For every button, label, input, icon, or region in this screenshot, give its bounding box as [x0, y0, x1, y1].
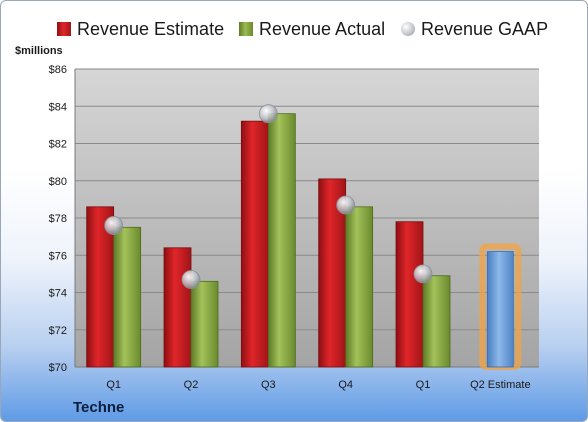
- marker-revenue-gaap: [336, 195, 356, 215]
- marker-revenue-gaap: [413, 264, 433, 284]
- x-tick-label: Q1: [106, 379, 121, 391]
- bar-revenue-estimate: [240, 120, 269, 368]
- y-tick-label: $80: [49, 176, 67, 188]
- x-tick-label: Q3: [261, 379, 276, 391]
- x-tick-label: Q2 Estimate: [470, 379, 531, 391]
- y-tick-label: $82: [49, 139, 67, 151]
- marker-revenue-gaap: [258, 104, 278, 124]
- legend-label-actual: Revenue Actual: [259, 18, 386, 39]
- marker-revenue-gaap: [104, 216, 124, 235]
- y-axis-unit-label: $millions: [15, 45, 63, 57]
- bar-revenue-estimate: [163, 247, 192, 368]
- legend-item-revenue-actual: Revenue Actual: [239, 15, 385, 43]
- x-tick-label: Q4: [338, 379, 353, 391]
- legend-swatch-estimate: [57, 22, 71, 36]
- company-name: Techne: [73, 399, 125, 416]
- y-tick-label: $78: [49, 213, 67, 225]
- y-tick-label: $74: [49, 288, 67, 300]
- bar-revenue-actual: [190, 280, 219, 368]
- y-tick-label: $76: [49, 250, 67, 262]
- chart-legend: Revenue Estimate Revenue Actual Revenue …: [1, 15, 587, 43]
- legend-label-gaap: Revenue GAAP: [421, 18, 549, 39]
- bar-revenue-actual: [267, 113, 296, 368]
- legend-item-revenue-gaap: Revenue GAAP: [401, 15, 548, 43]
- legend-swatch-actual: [239, 22, 253, 36]
- bar-revenue-estimate: [395, 221, 424, 368]
- legend-item-revenue-estimate: Revenue Estimate: [57, 15, 224, 43]
- legend-swatch-gaap: [401, 22, 415, 36]
- bar-q2-estimate: [486, 251, 514, 368]
- legend-label-estimate: Revenue Estimate: [77, 18, 225, 39]
- y-tick-label: $84: [49, 101, 67, 113]
- bar-revenue-estimate: [86, 206, 115, 368]
- y-tick-label: $70: [49, 362, 67, 374]
- x-tick-label: Q2: [184, 379, 199, 391]
- y-tick-label: $72: [49, 325, 67, 337]
- bar-revenue-actual: [113, 226, 142, 368]
- bar-revenue-actual: [345, 206, 374, 368]
- y-tick-label: $86: [49, 64, 67, 76]
- bar-revenue-actual: [422, 275, 451, 368]
- marker-revenue-gaap: [181, 270, 201, 289]
- x-tick-label: Q1: [416, 379, 431, 391]
